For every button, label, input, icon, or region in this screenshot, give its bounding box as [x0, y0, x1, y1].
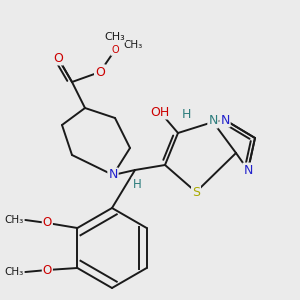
Text: CH₃: CH₃	[123, 40, 142, 50]
Text: O: O	[53, 52, 63, 64]
Text: H: H	[181, 109, 191, 122]
Text: N: N	[208, 115, 218, 128]
Text: O: O	[43, 263, 52, 277]
Text: OH: OH	[150, 106, 170, 118]
Text: N: N	[243, 164, 253, 176]
Text: O: O	[95, 65, 105, 79]
Text: N: N	[220, 113, 230, 127]
Text: O: O	[95, 65, 105, 79]
Text: CH₃: CH₃	[4, 215, 23, 225]
Text: O: O	[111, 45, 119, 55]
Text: H: H	[133, 178, 141, 190]
Text: O: O	[43, 217, 52, 230]
Text: CH₃: CH₃	[4, 267, 23, 277]
Text: N: N	[108, 169, 118, 182]
Text: S: S	[192, 185, 200, 199]
Text: CH₃: CH₃	[105, 32, 125, 42]
